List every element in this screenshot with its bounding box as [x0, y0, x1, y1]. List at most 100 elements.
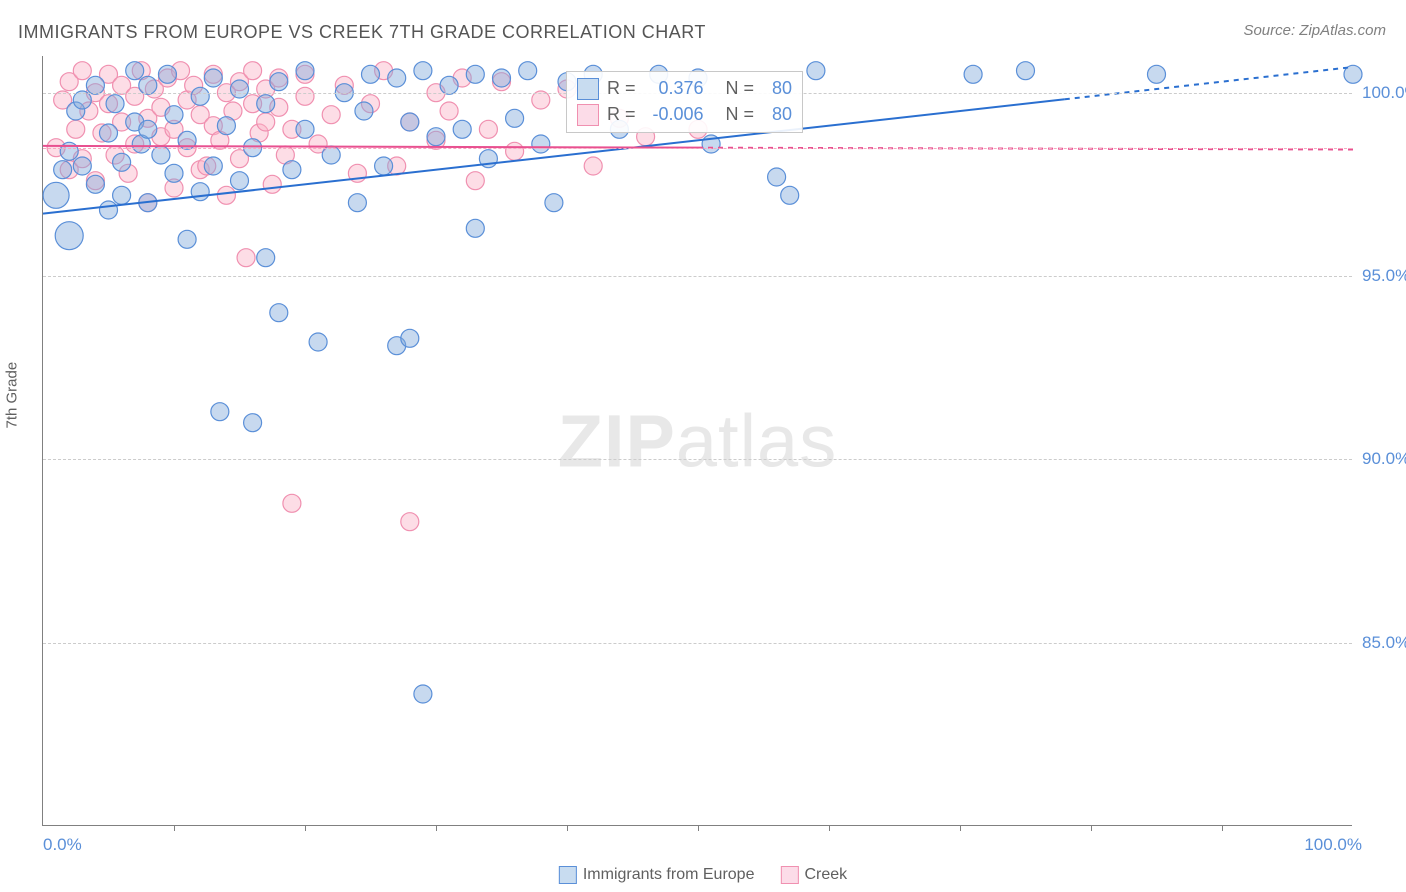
scatter-point	[493, 69, 511, 87]
legend-swatch	[780, 866, 798, 884]
scatter-point	[283, 161, 301, 179]
scatter-point	[532, 135, 550, 153]
scatter-point	[231, 80, 249, 98]
scatter-point	[506, 109, 524, 127]
legend-correlation-row: R =0.376N =80	[577, 76, 792, 102]
scatter-point	[191, 183, 209, 201]
legend-series-label: Immigrants from Europe	[583, 866, 755, 883]
scatter-point	[67, 120, 85, 138]
x-tick-label-min: 0.0%	[43, 835, 82, 855]
scatter-point	[401, 329, 419, 347]
legend-correlation: R =0.376N =80R =-0.006N =80	[566, 71, 803, 133]
scatter-point	[86, 76, 104, 94]
scatter-point	[73, 62, 91, 80]
y-tick-label: 100.0%	[1362, 83, 1406, 103]
scatter-point	[86, 175, 104, 193]
scatter-point	[768, 168, 786, 186]
scatter-point	[440, 102, 458, 120]
scatter-point	[73, 91, 91, 109]
legend-correlation-row: R =-0.006N =80	[577, 102, 792, 128]
y-tick-label: 85.0%	[1362, 633, 1406, 653]
scatter-point	[217, 186, 235, 204]
scatter-point	[283, 494, 301, 512]
legend-n-value: 80	[762, 78, 792, 99]
scatter-point	[204, 157, 222, 175]
scatter-point	[466, 172, 484, 190]
x-tick-mark	[1091, 825, 1092, 831]
scatter-point	[506, 142, 524, 160]
scatter-point	[204, 69, 222, 87]
legend-r-value: 0.376	[644, 78, 704, 99]
y-axis-label: 7th Grade	[4, 362, 21, 429]
scatter-point	[584, 157, 602, 175]
legend-n-label: N =	[726, 78, 755, 99]
legend-swatch	[577, 78, 599, 100]
scatter-point	[532, 91, 550, 109]
scatter-point	[237, 249, 255, 267]
legend-r-label: R =	[607, 104, 636, 125]
x-tick-mark	[436, 825, 437, 831]
scatter-point	[545, 194, 563, 212]
legend-swatch	[559, 866, 577, 884]
chart-area: ZIPatlas 100.0%95.0%90.0%85.0%0.0%100.0%	[42, 56, 1352, 826]
scatter-point	[375, 157, 393, 175]
scatter-point	[519, 62, 537, 80]
scatter-point	[55, 222, 83, 250]
scatter-point	[100, 201, 118, 219]
legend-n-label: N =	[726, 104, 755, 125]
scatter-point	[414, 685, 432, 703]
scatter-point	[257, 113, 275, 131]
scatter-point	[348, 194, 366, 212]
scatter-point	[807, 62, 825, 80]
scatter-point	[355, 102, 373, 120]
legend-series-label: Creek	[804, 866, 847, 883]
legend-n-value: 80	[762, 104, 792, 125]
scatter-point	[257, 95, 275, 113]
scatter-point	[401, 513, 419, 531]
scatter-point	[296, 62, 314, 80]
scatter-point	[165, 106, 183, 124]
scatter-point	[217, 117, 235, 135]
scatter-point	[296, 120, 314, 138]
scatter-point	[964, 65, 982, 83]
scatter-point	[479, 120, 497, 138]
scatter-point	[244, 62, 262, 80]
legend-swatch	[577, 104, 599, 126]
scatter-point	[73, 157, 91, 175]
x-tick-mark	[1222, 825, 1223, 831]
chart-title: IMMIGRANTS FROM EUROPE VS CREEK 7TH GRAD…	[18, 22, 706, 43]
scatter-point	[296, 87, 314, 105]
scatter-point	[43, 182, 69, 208]
scatter-point	[231, 172, 249, 190]
scatter-point	[466, 65, 484, 83]
plot-svg	[43, 56, 1352, 825]
scatter-point	[158, 65, 176, 83]
scatter-point	[466, 219, 484, 237]
scatter-point	[257, 249, 275, 267]
scatter-point	[1017, 62, 1035, 80]
scatter-point	[139, 76, 157, 94]
scatter-point	[388, 69, 406, 87]
scatter-point	[270, 304, 288, 322]
scatter-point	[362, 65, 380, 83]
legend-series-item: Immigrants from Europe	[559, 866, 755, 884]
scatter-point	[781, 186, 799, 204]
scatter-point	[152, 146, 170, 164]
x-tick-mark	[960, 825, 961, 831]
scatter-point	[270, 73, 288, 91]
x-tick-mark	[305, 825, 306, 831]
regression-line	[1065, 67, 1353, 99]
gridline	[43, 643, 1352, 644]
scatter-point	[401, 113, 419, 131]
scatter-point	[113, 186, 131, 204]
x-tick-mark	[567, 825, 568, 831]
scatter-point	[440, 76, 458, 94]
scatter-point	[126, 62, 144, 80]
scatter-point	[106, 95, 124, 113]
scatter-point	[309, 333, 327, 351]
y-tick-label: 95.0%	[1362, 266, 1406, 286]
legend-series: Immigrants from Europe Creek	[559, 866, 847, 884]
source-attribution: Source: ZipAtlas.com	[1243, 22, 1386, 39]
scatter-point	[211, 403, 229, 421]
gridline	[43, 459, 1352, 460]
